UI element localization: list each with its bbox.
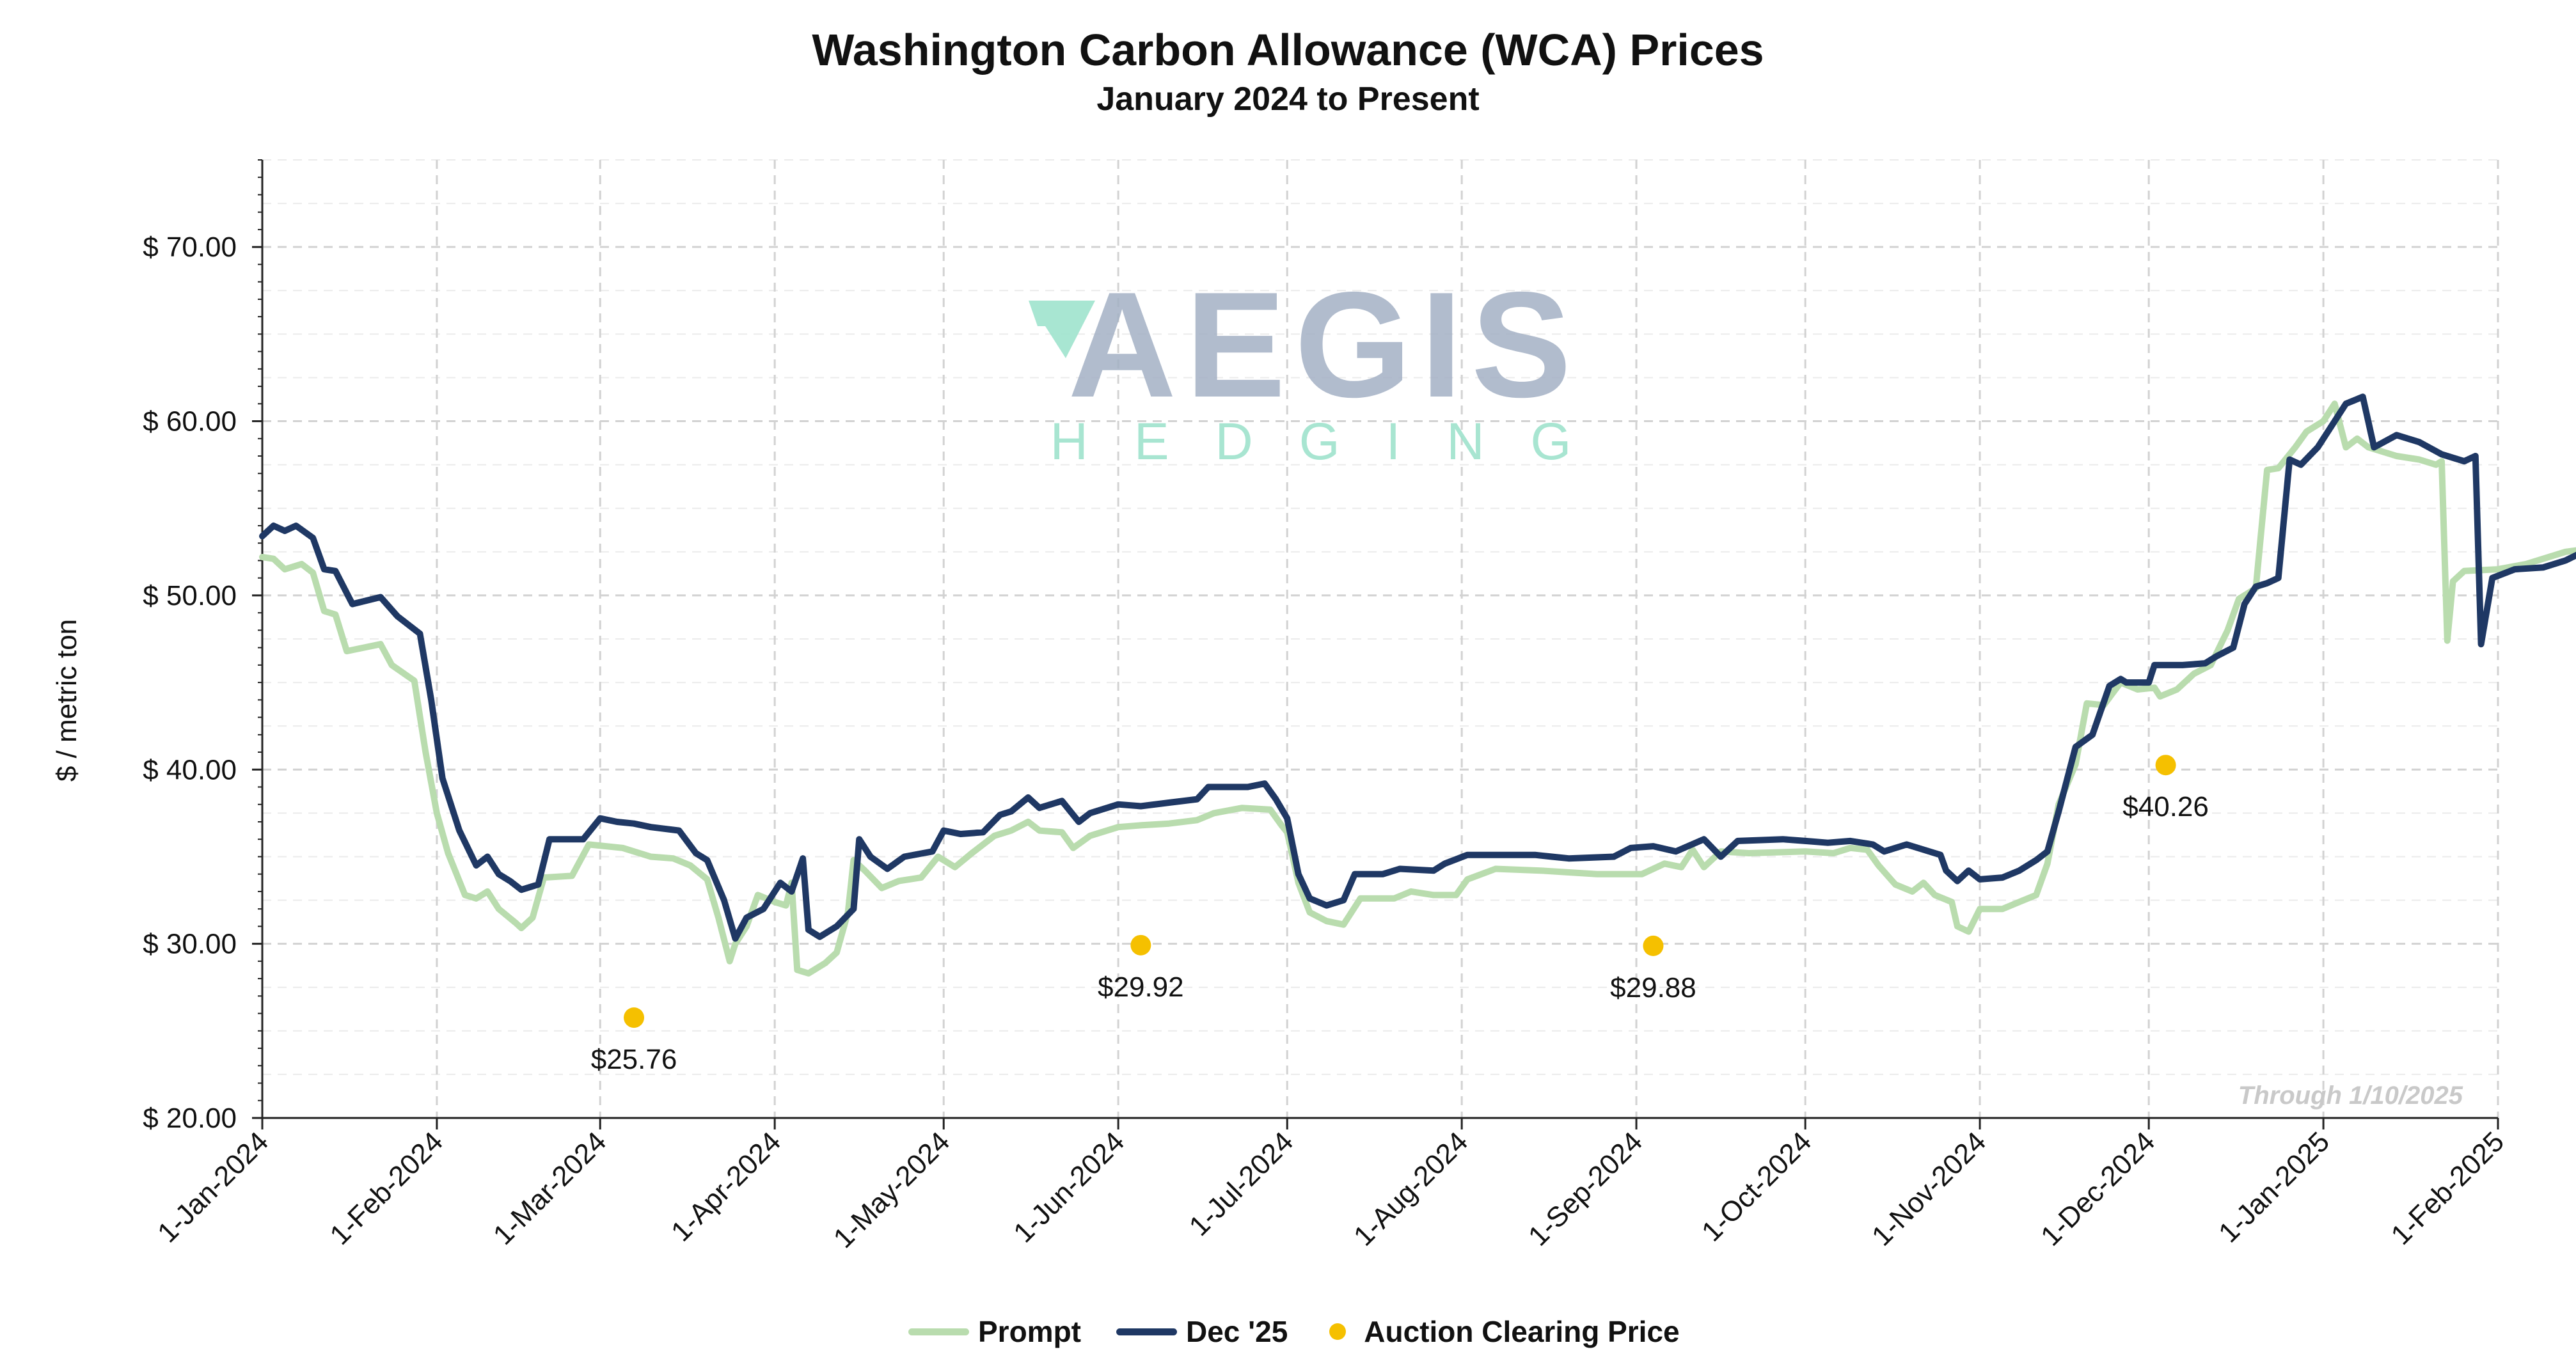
legend-item-auction: Auction Clearing Price (1323, 1314, 1680, 1349)
grid-lines (261, 159, 2499, 1119)
auction-point-label: $29.88 (1610, 972, 1696, 1003)
legend-label-prompt: Prompt (978, 1315, 1081, 1348)
chart-title: Washington Carbon Allowance (WCA) Prices (812, 25, 1764, 75)
aegis-watermark: AEGIS HEDGING (1029, 260, 1618, 471)
auction-point-label: $25.76 (591, 1044, 677, 1075)
x-tick-label: 1-Jan-2024 (152, 1126, 274, 1248)
series-line-dec25 (259, 393, 2576, 942)
x-tick-label: 1-Nov-2024 (1866, 1126, 1992, 1252)
legend: Prompt Dec '25 Auction Clearing Price (908, 1314, 1715, 1349)
auction-point (1643, 935, 1664, 956)
y-tick-label: $ 40.00 (143, 754, 237, 785)
y-tick-label: $ 50.00 (143, 580, 237, 611)
watermark-brand-bottom: HEDGING (1050, 413, 1618, 471)
x-tick-label: 1-Aug-2024 (1348, 1126, 1474, 1252)
x-tick-label: 1-Apr-2024 (665, 1126, 787, 1247)
aegis-logo-mark-icon (1029, 301, 1095, 358)
chart-subtitle: January 2024 to Present (1096, 81, 1480, 118)
x-tick-label: 1-Feb-2024 (324, 1126, 449, 1251)
auction-point-label: $29.92 (1098, 972, 1184, 1003)
x-tick-label: 1-Jul-2024 (1183, 1126, 1300, 1242)
x-tick-label: 1-May-2024 (828, 1126, 956, 1254)
auction-point-label: $40.26 (2122, 791, 2209, 822)
auction-point (2155, 755, 2176, 776)
legend-item-dec25: Dec '25 (1116, 1314, 1288, 1349)
x-tick-label: 1-Feb-2025 (2385, 1126, 2511, 1251)
x-tick-label: 1-Mar-2024 (487, 1126, 612, 1250)
x-tick-label: 1-Jun-2024 (1007, 1126, 1130, 1248)
y-tick-label: $ 20.00 (143, 1103, 237, 1134)
series-line-prompt (259, 400, 2576, 977)
y-tick-label: $ 70.00 (143, 232, 237, 263)
through-date-annotation: Through 1/10/2025 (2238, 1082, 2463, 1110)
series-layer (259, 393, 2576, 977)
x-tick-label: 1-Sep-2024 (1522, 1126, 1648, 1252)
auction-point (624, 1007, 645, 1028)
x-tick-label: 1-Jan-2025 (2213, 1126, 2335, 1248)
y-tick-label: $ 60.00 (143, 406, 237, 437)
auction-point (1130, 934, 1151, 956)
auction-points: $25.76 $29.92 $29.88 $40.26 (591, 755, 2209, 1075)
legend-swatch-dec25 (1116, 1328, 1177, 1335)
legend-swatch-prompt (908, 1328, 969, 1335)
legend-swatch-auction (1329, 1323, 1347, 1340)
watermark-brand-top: AEGIS (1068, 260, 1580, 429)
y-tick-label: $ 30.00 (143, 929, 237, 960)
x-tick-label: 1-Oct-2024 (1696, 1126, 1817, 1247)
legend-label-auction: Auction Clearing Price (1364, 1315, 1680, 1348)
x-tick-label: 1-Dec-2024 (2035, 1126, 2161, 1252)
legend-item-prompt: Prompt (908, 1314, 1081, 1349)
legend-label-dec25: Dec '25 (1186, 1315, 1288, 1348)
